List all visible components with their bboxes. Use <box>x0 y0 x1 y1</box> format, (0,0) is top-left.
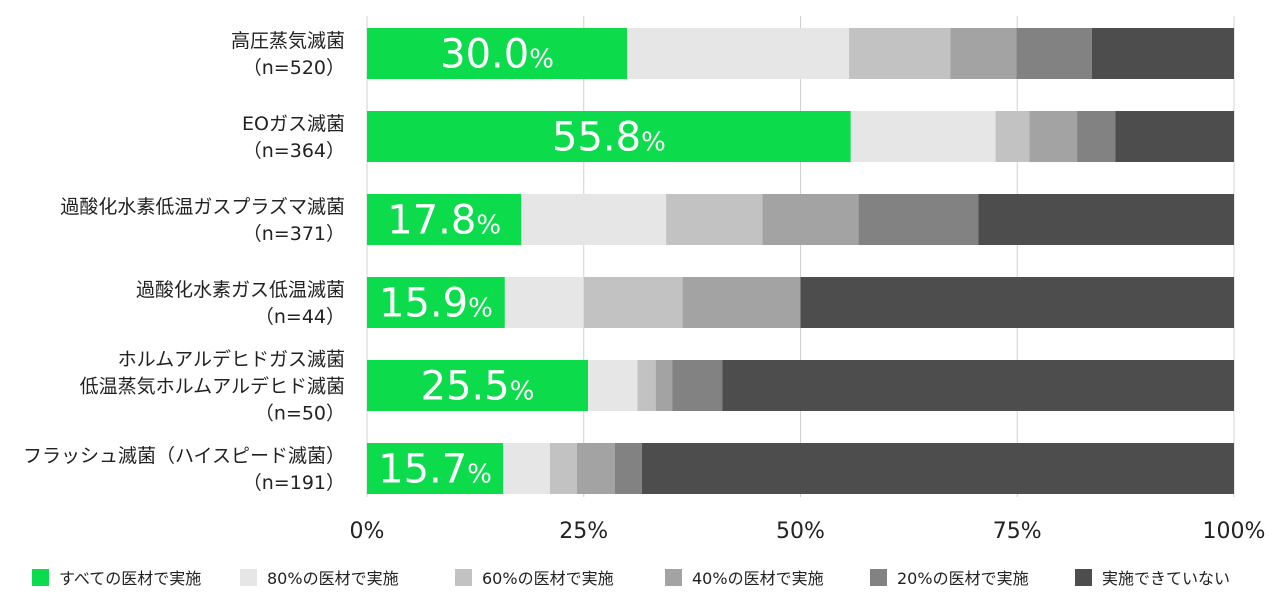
data-label-unit-2: % <box>476 211 501 241</box>
bar-segment-r5-s5 <box>641 443 1234 494</box>
bar-segment-r1-s2 <box>995 111 1030 162</box>
legend-label-5: 実施できていない <box>1102 569 1230 588</box>
category-label-5-line-0: フラッシュ滅菌（ハイスピード滅菌） <box>23 445 345 467</box>
data-label-value-0: 30.0 <box>440 32 529 78</box>
bar-segment-r1-s0 <box>367 111 851 162</box>
bar-segment-r2-s0 <box>367 194 522 245</box>
bar-segment-r0-s0 <box>367 28 628 79</box>
data-label-unit-4: % <box>510 377 535 407</box>
bar-segment-r0-s2 <box>849 28 951 79</box>
bar-segment-r1-s3 <box>1029 111 1078 162</box>
category-label-0-line-1: （n=520） <box>243 57 345 79</box>
bar-segment-r2-s2 <box>666 194 763 245</box>
data-label-unit-3: % <box>468 294 493 324</box>
bar-segment-r3-s5 <box>800 277 1234 328</box>
legend-swatch-4 <box>870 569 887 586</box>
bar-segment-r2-s4 <box>858 194 979 245</box>
category-label-4-line-0: ホルムアルデヒドガス滅菌 <box>118 349 345 371</box>
data-label-1: 55.8% <box>552 115 666 161</box>
category-label-1-line-0: EOガス滅菌 <box>242 113 345 135</box>
x-axis-ticks: 0% 25% 50% 75% 100% <box>350 519 1266 544</box>
x-tick-label-2: 50% <box>776 519 825 544</box>
data-label-2: 17.8% <box>387 198 501 244</box>
legend-swatch-0 <box>32 569 49 586</box>
bars <box>367 28 1234 494</box>
x-tick-label-4: 100% <box>1203 519 1266 544</box>
bar-segment-r0-s5 <box>1091 28 1234 79</box>
bar-segment-r2-s1 <box>521 194 667 245</box>
data-label-unit-5: % <box>467 460 492 490</box>
data-label-4: 25.5% <box>421 364 535 410</box>
legend: すべての医材で実施 80%の医材で実施 60%の医材で実施 40%の医材で実施 20%の… <box>32 569 1230 588</box>
category-label-5-line-1: （n=191） <box>243 472 345 494</box>
bar-segment-r1-s5 <box>1115 111 1234 162</box>
bar-segment-r2-s5 <box>978 194 1234 245</box>
data-label-value-2: 17.8 <box>387 198 476 244</box>
legend-swatch-3 <box>665 569 682 586</box>
data-label-0: 30.0% <box>440 32 554 78</box>
bar-segment-r4-s0 <box>367 360 589 411</box>
bar-segment-r5-s3 <box>576 443 615 494</box>
bar-segment-r1-s4 <box>1077 111 1116 162</box>
legend-swatch-1 <box>240 569 257 586</box>
category-labels: 高圧蒸気滅菌 （n=520） EOガス滅菌 （n=364） 過酸化水素低温ガスプラズマ滅… <box>23 30 345 494</box>
category-label-3-line-1: （n=44） <box>255 306 345 328</box>
x-tick-label-1: 25% <box>559 519 608 544</box>
x-tick-label-0: 0% <box>350 519 385 544</box>
data-labels: 30.0%55.8%17.8%15.9%25.5%15.7% <box>378 32 666 493</box>
bar-segment-r2-s3 <box>762 194 859 245</box>
category-label-4-line-2: （n=50） <box>255 403 345 425</box>
category-label-4-line-1: 低温蒸気ホルムアルデヒド滅菌 <box>80 376 345 398</box>
bar-segment-r5-s2 <box>549 443 577 494</box>
data-label-3: 15.9% <box>379 281 493 327</box>
bar-segment-r5-s0 <box>367 443 504 494</box>
bar-segment-r4-s4 <box>672 360 723 411</box>
category-label-2-line-1: （n=371） <box>243 223 345 245</box>
data-label-unit-1: % <box>641 128 666 158</box>
bar-segment-r0-s1 <box>627 28 850 79</box>
legend-swatch-5 <box>1075 569 1092 586</box>
bar-segment-r4-s3 <box>655 360 673 411</box>
bar-segment-r3-s0 <box>367 277 505 328</box>
bar-segment-r3-s3 <box>682 277 801 328</box>
legend-label-1: 80%の医材で実施 <box>267 569 399 588</box>
bar-segment-r5-s4 <box>614 443 642 494</box>
bar-segment-r5-s1 <box>503 443 550 494</box>
data-label-value-5: 15.7 <box>378 447 467 493</box>
legend-label-4: 20%の医材で実施 <box>897 569 1029 588</box>
bar-segment-r4-s2 <box>637 360 656 411</box>
bar-segment-r3-s1 <box>504 277 584 328</box>
bar-segment-r0-s3 <box>950 28 1017 79</box>
legend-swatch-2 <box>455 569 472 586</box>
category-label-1-line-1: （n=364） <box>243 140 345 162</box>
category-label-3-line-0: 過酸化水素ガス低温滅菌 <box>136 279 345 301</box>
data-label-5: 15.7% <box>378 447 492 493</box>
bar-segment-r0-s4 <box>1016 28 1092 79</box>
bar-segment-r4-s1 <box>588 360 638 411</box>
data-label-unit-0: % <box>529 45 554 75</box>
category-label-0-line-0: 高圧蒸気滅菌 <box>231 30 345 52</box>
data-label-value-3: 15.9 <box>379 281 468 327</box>
legend-label-0: すべての医材で実施 <box>59 569 201 588</box>
category-label-2-line-0: 過酸化水素低温ガスプラズマ滅菌 <box>60 196 345 218</box>
grid-lines <box>366 16 1235 497</box>
data-label-value-4: 25.5 <box>421 364 510 410</box>
bar-segment-r4-s5 <box>722 360 1234 411</box>
data-label-value-1: 55.8 <box>552 115 641 161</box>
legend-label-2: 60%の医材で実施 <box>482 569 614 588</box>
bar-segment-r1-s1 <box>850 111 996 162</box>
legend-label-3: 40%の医材で実施 <box>692 569 824 588</box>
x-tick-label-3: 75% <box>993 519 1042 544</box>
bar-segment-r3-s2 <box>583 277 683 328</box>
